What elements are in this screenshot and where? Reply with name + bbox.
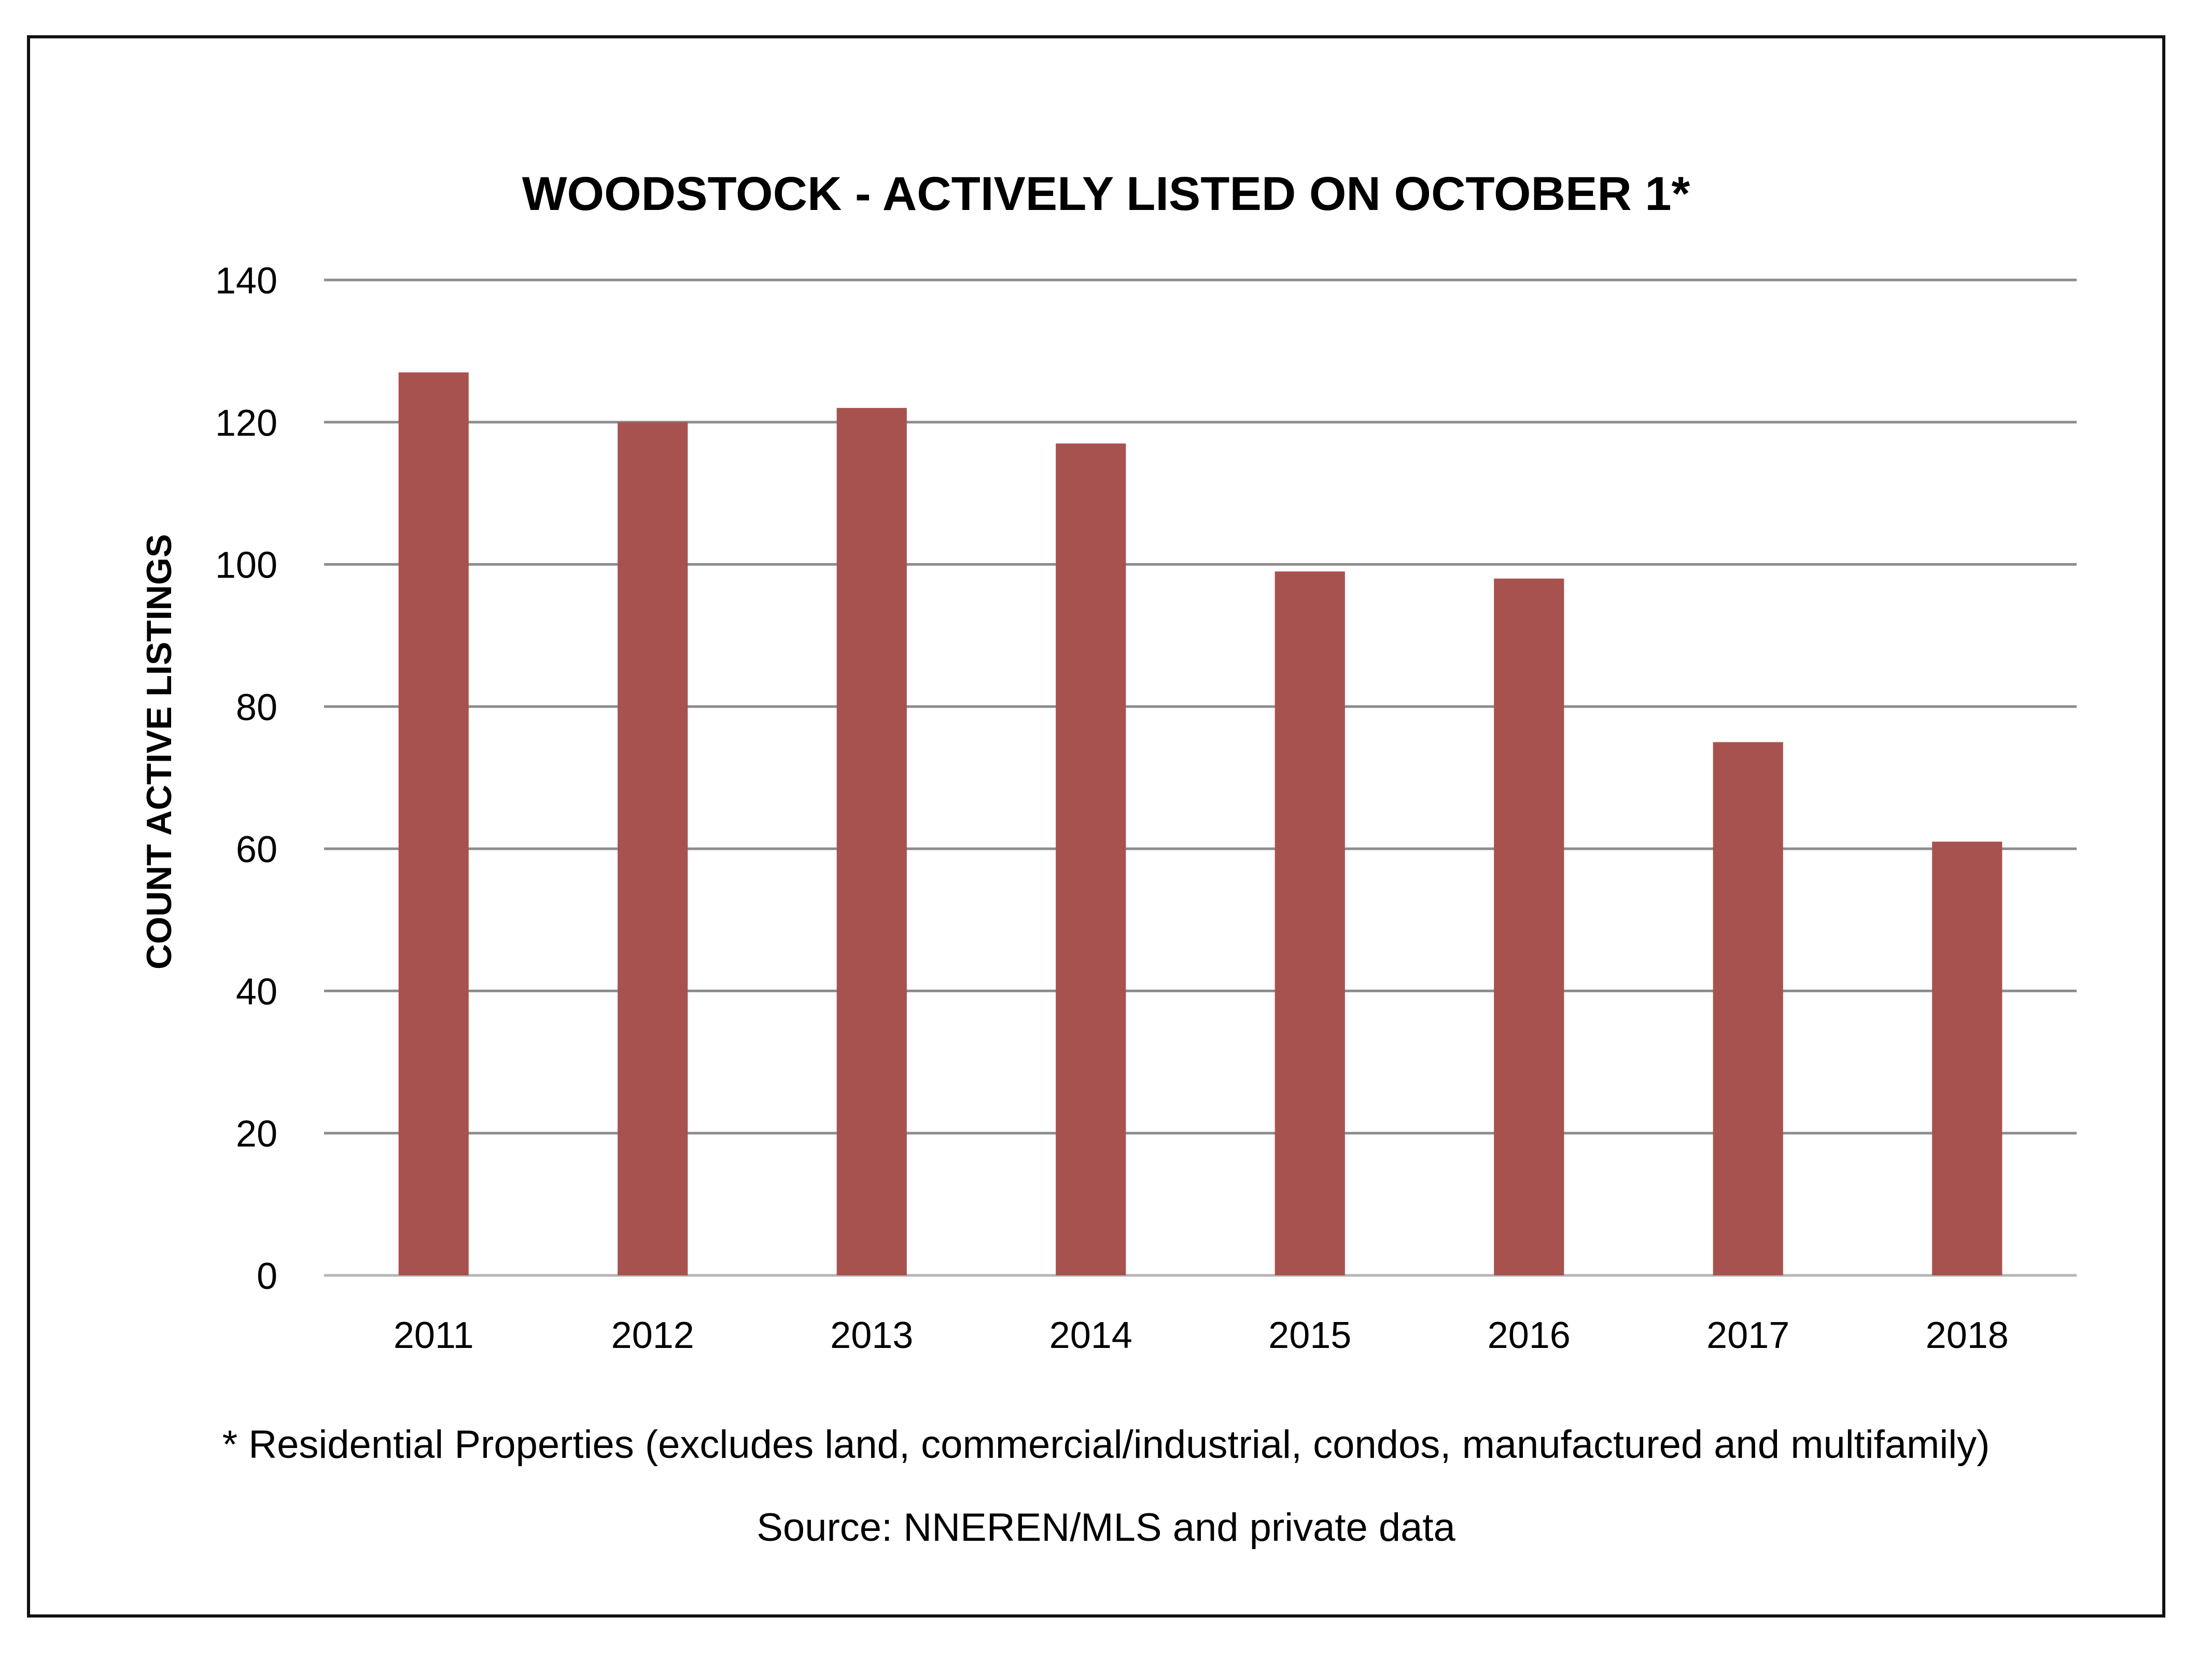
bar-2011: [399, 372, 469, 1275]
bar-2014: [1056, 443, 1126, 1275]
bar-2017: [1713, 742, 1783, 1275]
source-note: Source: NNEREN/MLS and private data: [757, 1506, 1455, 1550]
bars: [399, 372, 2003, 1275]
y-tick-label: 0: [257, 1256, 277, 1297]
y-tick-label: 100: [215, 545, 277, 586]
x-tick-label: 2014: [1049, 1315, 1132, 1356]
y-tick-labels: 0 20 40 60 80 100 120 140: [215, 260, 277, 1297]
x-tick-label: 2018: [1926, 1315, 2009, 1356]
y-tick-label: 80: [236, 687, 277, 728]
x-tick-label: 2016: [1488, 1315, 1571, 1356]
gridlines: [324, 280, 2077, 1275]
bar-2016: [1494, 579, 1564, 1275]
y-tick-label: 60: [236, 829, 277, 870]
y-tick-label: 140: [215, 260, 277, 302]
x-tick-label: 2015: [1268, 1315, 1351, 1356]
x-tick-label: 2017: [1706, 1315, 1789, 1356]
y-tick-label: 20: [236, 1114, 277, 1155]
y-tick-label: 120: [215, 402, 277, 444]
footnote: * Residential Properties (excludes land,…: [222, 1423, 1990, 1467]
y-tick-label: 40: [236, 971, 277, 1013]
y-axis-title: COUNT ACTIVE LISTINGS: [139, 534, 179, 969]
x-tick-label: 2012: [611, 1315, 694, 1356]
bar-2013: [837, 408, 907, 1275]
x-tick-label: 2011: [394, 1315, 474, 1356]
bar-2012: [618, 422, 688, 1275]
bar-2018: [1932, 841, 2002, 1275]
bar-2015: [1275, 571, 1345, 1275]
x-tick-labels: 2011 2012 2013 2014 2015 2016 2017 2018: [394, 1315, 2009, 1356]
x-tick-label: 2013: [830, 1315, 913, 1356]
chart-title: WOODSTOCK - ACTIVELY LISTED ON OCTOBER 1…: [522, 167, 1690, 220]
